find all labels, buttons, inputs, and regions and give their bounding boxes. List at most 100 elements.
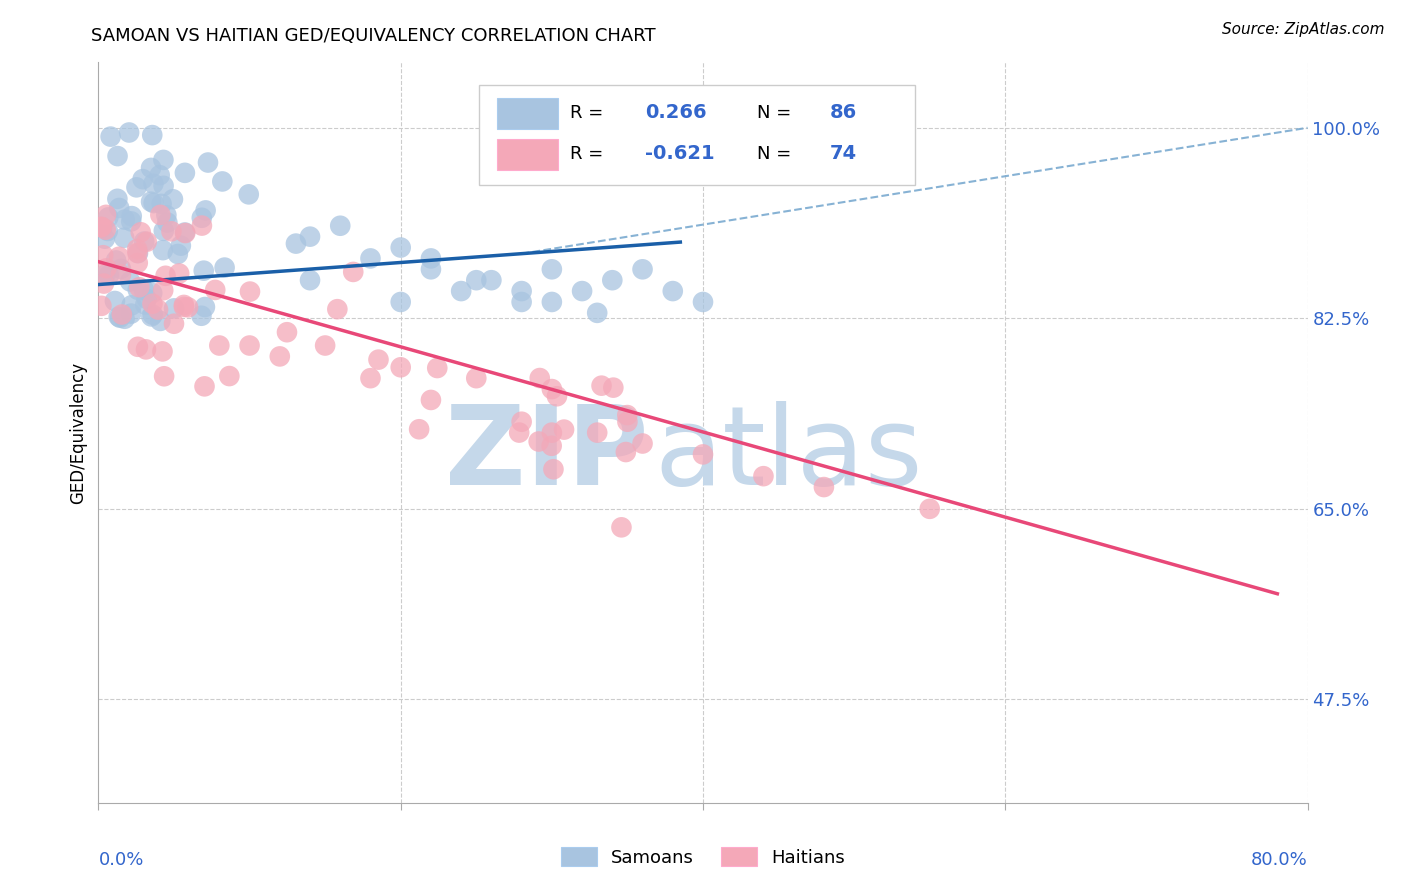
Point <box>127 340 149 354</box>
Point <box>139 161 162 175</box>
Point <box>191 211 214 225</box>
Point <box>134 297 156 311</box>
Point <box>299 273 322 287</box>
Point <box>420 262 443 277</box>
Point <box>616 408 638 422</box>
Point <box>132 283 155 297</box>
Point <box>112 230 135 244</box>
Point <box>540 262 562 277</box>
Point <box>465 371 488 385</box>
Point <box>155 208 177 222</box>
Point <box>174 226 197 240</box>
Point <box>114 311 136 326</box>
Point <box>360 252 382 266</box>
Text: R =: R = <box>569 145 609 162</box>
Point <box>90 219 112 234</box>
Point <box>105 253 128 268</box>
Point <box>94 232 117 246</box>
Text: 80.0%: 80.0% <box>1251 851 1308 869</box>
Text: 86: 86 <box>830 103 858 122</box>
Point <box>918 501 941 516</box>
Point <box>602 273 624 287</box>
Point <box>586 306 609 320</box>
Point <box>174 166 197 180</box>
Point <box>135 343 157 357</box>
Point <box>120 214 142 228</box>
Point <box>540 382 562 396</box>
Point <box>360 371 382 385</box>
Point <box>141 310 163 324</box>
Point <box>114 212 136 227</box>
Point <box>465 273 488 287</box>
Point <box>93 277 115 291</box>
Point <box>152 153 174 167</box>
Text: N =: N = <box>758 145 797 162</box>
Point <box>149 314 172 328</box>
Point <box>299 229 322 244</box>
Point <box>141 286 163 301</box>
Point <box>408 422 430 436</box>
Point <box>204 283 226 297</box>
Point <box>127 256 149 270</box>
Point <box>167 267 190 281</box>
Point <box>540 425 562 440</box>
Point <box>389 295 412 310</box>
Point <box>692 295 714 310</box>
Point <box>170 238 193 252</box>
Point <box>135 292 157 306</box>
Point <box>141 128 163 142</box>
Point <box>149 168 172 182</box>
Point <box>367 352 389 367</box>
Point <box>631 262 654 277</box>
Point <box>149 208 172 222</box>
Point <box>152 344 174 359</box>
Point <box>510 284 533 298</box>
Point <box>326 302 349 317</box>
Point <box>134 235 156 249</box>
Point <box>121 298 143 312</box>
Point <box>141 296 163 310</box>
Point <box>104 293 127 308</box>
Point <box>314 338 336 352</box>
Point <box>342 265 364 279</box>
Point <box>107 310 129 324</box>
Point <box>239 285 262 299</box>
Point <box>118 126 141 140</box>
Text: atlas: atlas <box>655 401 924 508</box>
Point <box>238 187 260 202</box>
Point <box>420 252 443 266</box>
Point <box>150 197 173 211</box>
Point <box>108 201 131 215</box>
Point <box>146 302 169 317</box>
Point <box>153 369 176 384</box>
Point <box>276 325 298 339</box>
Point <box>131 172 153 186</box>
Point <box>111 308 134 322</box>
Point <box>284 236 307 251</box>
Point <box>152 283 174 297</box>
Point <box>128 280 150 294</box>
Point <box>591 378 613 392</box>
Point <box>420 392 443 407</box>
Point <box>152 243 174 257</box>
Text: 0.266: 0.266 <box>645 103 707 122</box>
Point <box>127 283 149 297</box>
Point <box>142 196 165 211</box>
Point <box>108 310 131 325</box>
Point <box>129 225 152 239</box>
Point <box>190 309 212 323</box>
Point <box>163 317 186 331</box>
Point <box>269 350 291 364</box>
Text: 74: 74 <box>830 144 858 163</box>
Point <box>173 300 195 314</box>
Point <box>610 520 633 534</box>
FancyBboxPatch shape <box>498 98 558 129</box>
Point <box>166 247 188 261</box>
Point <box>142 177 165 191</box>
Text: Source: ZipAtlas.com: Source: ZipAtlas.com <box>1222 22 1385 37</box>
Point <box>426 361 449 376</box>
Point <box>481 273 503 287</box>
Text: 0.0%: 0.0% <box>98 851 143 869</box>
Point <box>450 284 472 298</box>
Point <box>194 203 217 218</box>
